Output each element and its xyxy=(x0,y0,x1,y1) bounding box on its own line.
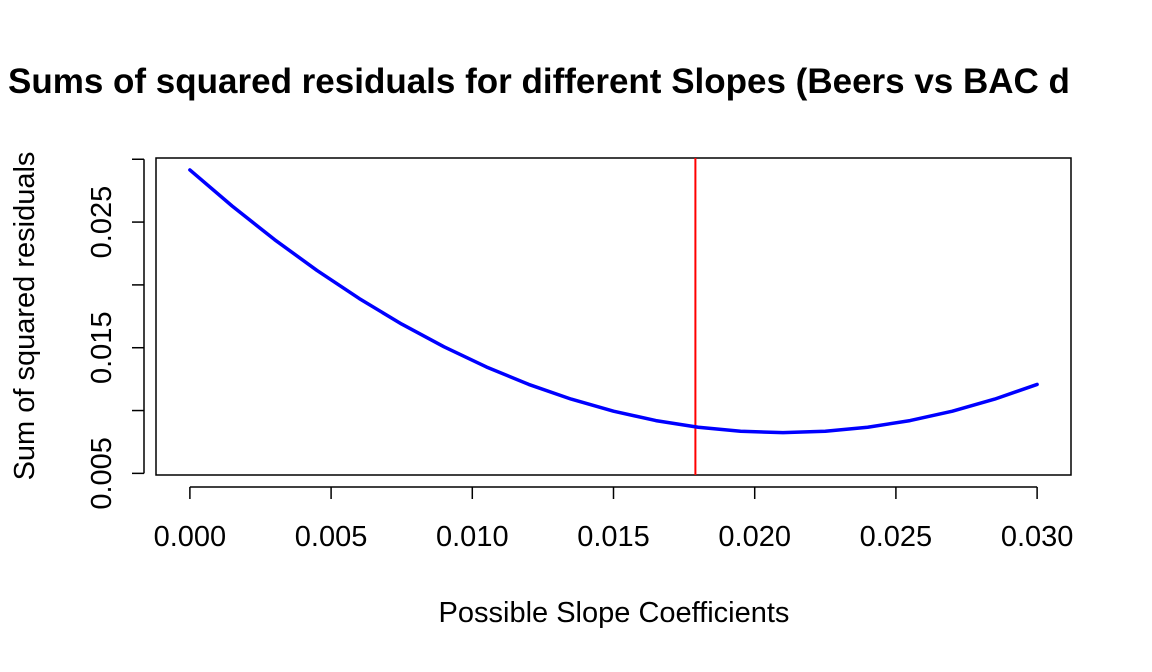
y-tick-label: 0.015 xyxy=(86,311,118,384)
x-tick-label: 0.030 xyxy=(1001,521,1074,553)
ssr-curve xyxy=(188,168,1039,435)
x-tick-label: 0.010 xyxy=(436,521,509,553)
y-tick-label: 0.005 xyxy=(86,437,118,510)
y-tick-label: 0.025 xyxy=(86,186,118,259)
x-tick-label: 0.020 xyxy=(718,521,791,553)
series-layer xyxy=(188,158,1039,475)
x-tick-label: 0.025 xyxy=(860,521,933,553)
chart-title: Sums of squared residuals for different … xyxy=(8,62,1070,101)
x-axis-label: Possible Slope Coefficients xyxy=(439,597,790,629)
y-axis: 0.005 0.015 0.025 xyxy=(86,158,145,510)
plot-frame xyxy=(155,157,1072,476)
x-tick-label: 0.000 xyxy=(154,521,227,553)
y-axis-label: Sum of squared residuals xyxy=(9,152,41,481)
x-tick-label: 0.015 xyxy=(577,521,650,553)
x-axis: 0.000 0.005 0.010 0.015 0.020 0.025 0.030 xyxy=(154,486,1074,553)
x-tick-label: 0.005 xyxy=(295,521,368,553)
